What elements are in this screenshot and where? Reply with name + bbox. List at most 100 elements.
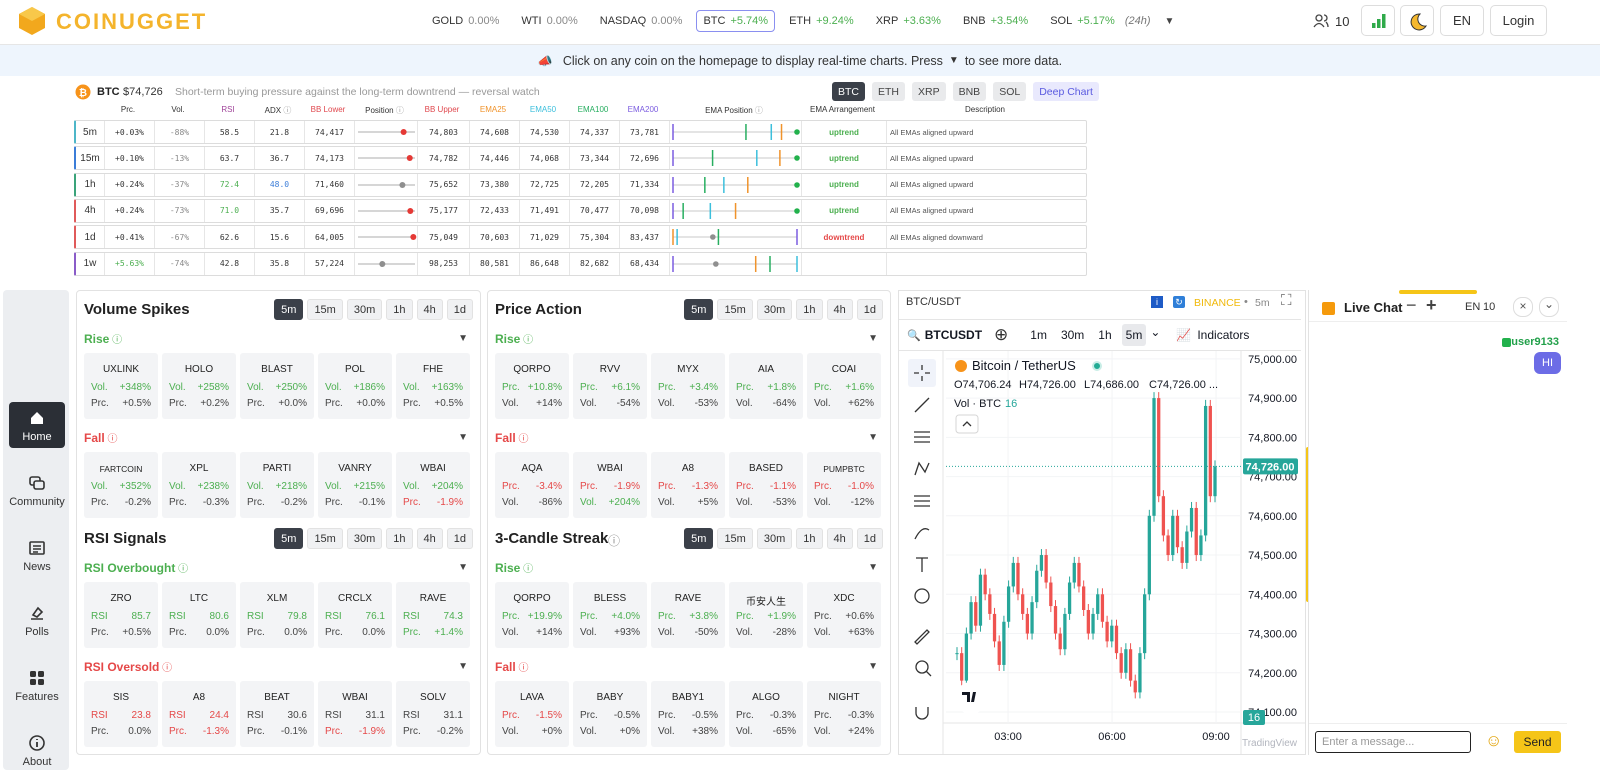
coin-card[interactable]: ZRO RSI 85.7 Prc. +0.5%: [84, 582, 158, 648]
coin-card[interactable]: BASED Prc. -1.1% Vol. -53%: [729, 452, 803, 518]
section-toggle[interactable]: ▼: [458, 432, 468, 443]
coin-card[interactable]: COAI Prc. +1.6% Vol. +62%: [807, 353, 881, 419]
indicator-row[interactable]: 1w +5.63% -74% 42.8 35.8 57,224 98,253 80,581 86…: [74, 251, 1087, 276]
coin-card[interactable]: RVV Prc. +6.1% Vol. -54%: [573, 353, 647, 419]
compare-button[interactable]: ⊕: [994, 325, 1009, 344]
interval-tab[interactable]: 5m: [684, 299, 714, 320]
coin-card[interactable]: QORPO Prc. +19.9% Vol. +14%: [495, 582, 569, 648]
nav-item[interactable]: About: [9, 727, 65, 773]
interval-tab[interactable]: 1d: [446, 299, 473, 320]
interval-button[interactable]: 1h: [1098, 328, 1112, 342]
section-toggle[interactable]: ▼: [458, 661, 468, 672]
interval-tab[interactable]: 15m: [717, 528, 753, 549]
ticker[interactable]: ETH +9.24%: [789, 10, 854, 32]
coin-card[interactable]: RAVE RSI 74.3 Prc. +1.4%: [396, 582, 470, 648]
interval-tab[interactable]: 5m: [274, 528, 304, 549]
interval-tab[interactable]: 4h: [416, 528, 443, 549]
coin-card[interactable]: BABY Prc. -0.5% Vol. +0%: [573, 681, 647, 747]
interval-tab[interactable]: 4h: [826, 299, 853, 320]
coin-card[interactable]: VANRY Vol. +215% Prc. -0.1%: [318, 452, 392, 518]
expand-button[interactable]: +: [1426, 295, 1437, 315]
coin-card[interactable]: POL Vol. +186% Prc. +0.0%: [318, 353, 392, 419]
coin-card[interactable]: BABY1 Prc. -0.5% Vol. +38%: [651, 681, 725, 747]
indicator-row[interactable]: 1h +0.24% -37% 72.4 48.0 71,460 75,652 73,380 72…: [74, 172, 1087, 197]
interval-tab[interactable]: 30m: [346, 299, 383, 320]
indicator-row[interactable]: 1d +0.41% -67% 62.6 15.6 64,005 75,049 70,603 71…: [74, 225, 1087, 250]
ticker[interactable]: WTI 0.00%: [521, 10, 577, 32]
coin-card[interactable]: SOLV RSI 31.1 Prc. -0.2%: [396, 681, 470, 747]
language-button[interactable]: EN: [1440, 5, 1484, 36]
ticker[interactable]: SOL +5.17%: [1050, 10, 1115, 32]
interval-tab[interactable]: 4h: [826, 528, 853, 549]
coin-card[interactable]: A8 Prc. -1.3% Vol. +5%: [651, 452, 725, 518]
coin-card[interactable]: HOLO Vol. +258% Prc. +0.2%: [162, 353, 236, 419]
interval-button[interactable]: 1m: [1030, 328, 1047, 342]
section-toggle[interactable]: ▼: [868, 432, 878, 443]
nav-item[interactable]: Polls: [9, 597, 65, 643]
indicators-button[interactable]: Indicators: [1197, 328, 1250, 342]
interval-tab[interactable]: 1d: [856, 299, 883, 320]
interval-tab[interactable]: 1h: [796, 299, 823, 320]
coin-card[interactable]: WBAI Vol. +204% Prc. -1.9%: [396, 452, 470, 518]
interval-tab[interactable]: 1d: [446, 528, 473, 549]
indicator-row[interactable]: 4h +0.24% -73% 71.0 35.7 69,696 75,177 72,433 71…: [74, 198, 1087, 223]
section-toggle[interactable]: ▼: [868, 562, 878, 573]
coin-tab[interactable]: Deep Chart: [1033, 82, 1099, 101]
chart-ticker[interactable]: BTCUSDT: [924, 328, 983, 342]
coin-card[interactable]: FHE Vol. +163% Prc. +0.5%: [396, 353, 470, 419]
coin-tab[interactable]: XRP: [912, 82, 946, 101]
interval-tab[interactable]: 15m: [717, 299, 753, 320]
interval-button[interactable]: 5m: [1121, 324, 1147, 346]
section-toggle[interactable]: ▼: [868, 661, 878, 672]
interval-tab[interactable]: 4h: [416, 299, 443, 320]
coin-card[interactable]: CRCLX RSI 76.1 Prc. 0.0%: [318, 582, 392, 648]
coin-card[interactable]: RAVE Prc. +3.8% Vol. -50%: [651, 582, 725, 648]
coin-tab[interactable]: BTC: [832, 82, 865, 101]
coin-card[interactable]: FARTCOIN Vol. +352% Prc. -0.2%: [84, 452, 158, 518]
ticker[interactable]: XRP +3.63%: [876, 10, 941, 32]
coin-card[interactable]: 币安人生 Prc. +1.9% Vol. -28%: [729, 582, 803, 648]
nav-item[interactable]: News: [9, 532, 65, 578]
coin-card[interactable]: PARTI Vol. +218% Prc. -0.2%: [240, 452, 314, 518]
interval-tab[interactable]: 30m: [346, 528, 383, 549]
indicator-row[interactable]: 5m +0.03% -88% 58.5 21.8 74,417 74,803 74,608 74…: [74, 120, 1087, 144]
interval-tab[interactable]: 1h: [386, 528, 413, 549]
menu-button[interactable]: ⌄: [1539, 297, 1559, 317]
coin-card[interactable]: A8 RSI 24.4 Prc. -1.3%: [162, 681, 236, 747]
coin-card[interactable]: XPL Vol. +238% Prc. -0.3%: [162, 452, 236, 518]
coin-card[interactable]: AIA Prc. +1.8% Vol. -64%: [729, 353, 803, 419]
interval-tab[interactable]: 15m: [307, 299, 343, 320]
ticker[interactable]: GOLD 0.00%: [432, 10, 499, 32]
nav-item[interactable]: Features: [9, 662, 65, 708]
login-button[interactable]: Login: [1490, 5, 1547, 36]
section-toggle[interactable]: ▼: [458, 562, 468, 573]
coin-card[interactable]: PUMPBTC Prc. -1.0% Vol. -12%: [807, 452, 881, 518]
interval-tab[interactable]: 1h: [796, 528, 823, 549]
chat-input[interactable]: Enter a message...: [1315, 731, 1471, 753]
indicator-row[interactable]: 15m +0.10% -13% 63.7 36.7 74,173 74,782 74,446 7…: [74, 146, 1087, 171]
signal-button[interactable]: [1361, 5, 1395, 36]
nav-item[interactable]: Community: [9, 467, 65, 513]
interval-tab[interactable]: 1h: [386, 299, 413, 320]
coin-card[interactable]: XDC Prc. +0.6% Vol. +63%: [807, 582, 881, 648]
ticker[interactable]: BNB +3.54%: [963, 10, 1028, 32]
coin-card[interactable]: MYX Prc. +3.4% Vol. -53%: [651, 353, 725, 419]
coin-card[interactable]: SIS RSI 23.8 Prc. 0.0%: [84, 681, 158, 747]
coin-card[interactable]: LAVA Prc. -1.5% Vol. +0%: [495, 681, 569, 747]
interval-tab[interactable]: 5m: [684, 528, 714, 549]
coin-card[interactable]: NIGHT Prc. -0.3% Vol. +24%: [807, 681, 881, 747]
coin-card[interactable]: ALGO Prc. -0.3% Vol. -65%: [729, 681, 803, 747]
coin-card[interactable]: UXLINK Vol. +348% Prc. +0.5%: [84, 353, 158, 419]
interval-tab[interactable]: 5m: [274, 299, 304, 320]
section-toggle[interactable]: ▼: [458, 333, 468, 344]
coin-card[interactable]: WBAI RSI 31.1 Prc. -1.9%: [318, 681, 392, 747]
interval-tab[interactable]: 1d: [856, 528, 883, 549]
send-button[interactable]: Send: [1514, 731, 1561, 753]
ticker[interactable]: BTC +5.74%: [696, 10, 776, 32]
fullscreen-button[interactable]: ⛶: [1281, 292, 1292, 309]
coin-tab[interactable]: SOL: [993, 82, 1027, 101]
interval-button[interactable]: 30m: [1060, 328, 1085, 342]
coin-card[interactable]: BLAST Vol. +250% Prc. +0.0%: [240, 353, 314, 419]
coin-card[interactable]: BEAT RSI 30.6 Prc. -0.1%: [240, 681, 314, 747]
interval-tab[interactable]: 30m: [756, 299, 793, 320]
